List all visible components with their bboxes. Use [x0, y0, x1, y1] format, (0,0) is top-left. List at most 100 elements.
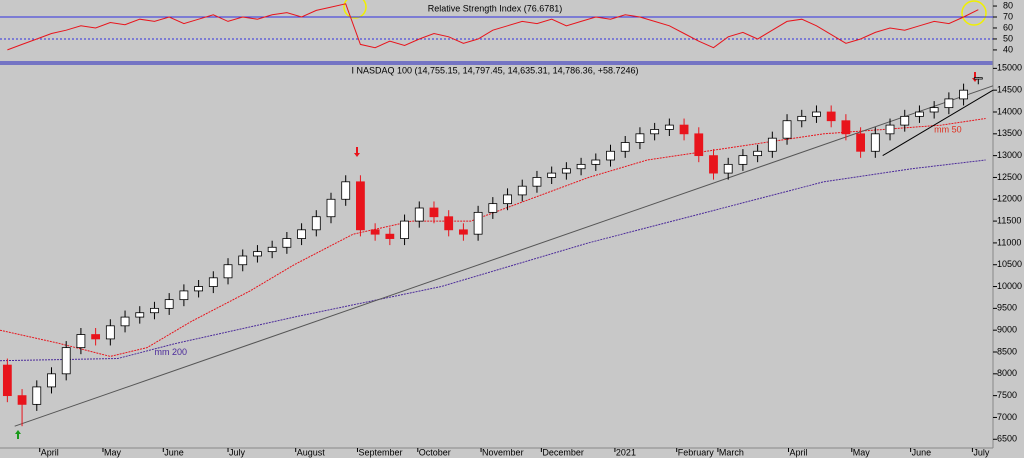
y-tick-label: 40: [1003, 44, 1013, 54]
candle-body: [973, 77, 983, 80]
candle-body: [223, 264, 233, 279]
y-tick-label: 12500: [997, 172, 1022, 182]
candle-body: [164, 299, 174, 309]
candle-body: [473, 211, 483, 235]
rsi-line: [7, 3, 979, 51]
y-tick-label: 60: [1003, 22, 1013, 32]
price-title: I NASDAQ 100 (14,755.15, 14,797.45, 14,6…: [352, 65, 639, 75]
candle-body: [620, 142, 630, 152]
y-tick-label: 10000: [997, 281, 1022, 291]
x-tick-label: February: [678, 447, 715, 457]
y-tick-label: 13000: [997, 150, 1022, 160]
candle-body: [194, 286, 204, 292]
trendline: [14, 85, 994, 427]
candle-body: [664, 124, 674, 130]
candle-body: [826, 111, 836, 122]
y-tick-label: 7000: [997, 412, 1017, 422]
candle-body: [253, 251, 262, 257]
candle-body: [782, 120, 792, 139]
candle-body: [17, 395, 27, 405]
candle-body: [694, 133, 704, 157]
y-tick-label: 11000: [997, 237, 1021, 247]
candle-body: [944, 98, 954, 109]
rsi-title: Relative Strength Index (76.6781): [428, 3, 563, 13]
candle-body: [812, 111, 821, 117]
y-tick-label: 12000: [997, 194, 1022, 204]
candle-body: [606, 150, 615, 161]
highlight-circle: [343, 0, 367, 19]
x-tick-label: September: [358, 447, 402, 457]
candle-body: [297, 229, 306, 239]
moving-average: [0, 159, 986, 362]
candle-body: [135, 312, 145, 318]
candle-body: [870, 133, 880, 152]
x-tick-label: July: [229, 447, 246, 457]
candle-body: [238, 255, 248, 266]
candle-body: [635, 133, 645, 143]
y-tick-label: 80: [1003, 0, 1013, 10]
candle-body: [856, 133, 865, 152]
y-tick-label: 6500: [997, 434, 1017, 444]
candle-body: [120, 316, 130, 327]
x-tick-label: December: [542, 447, 584, 457]
y-tick-label: 7500: [997, 390, 1017, 400]
candle-body: [797, 115, 807, 122]
y-tick-label: 13500: [997, 128, 1022, 138]
candle-body: [2, 364, 12, 397]
candle-body: [105, 325, 115, 340]
y-tick-label: 9000: [997, 325, 1017, 335]
x-tick-label: May: [853, 447, 871, 457]
annotation: mm 50: [934, 125, 962, 135]
candle-body: [650, 129, 660, 135]
x-tick-label: March: [719, 447, 744, 457]
candle-body: [929, 107, 939, 113]
candle-body: [179, 290, 189, 301]
highlight-circle: [961, 0, 987, 26]
candle-body: [517, 185, 527, 196]
x-tick-label: August: [297, 447, 326, 457]
candle-body: [959, 89, 968, 100]
annotation: mm 200: [154, 347, 187, 357]
candle-body: [400, 220, 409, 239]
candle-body: [709, 155, 718, 174]
candle-body: [723, 163, 733, 174]
candle-body: [900, 115, 910, 126]
y-tick-label: 14500: [997, 85, 1022, 95]
candle-body: [311, 216, 321, 231]
candle-body: [356, 181, 365, 231]
candle-body: [326, 198, 336, 218]
x-tick-label: April: [41, 447, 59, 457]
candle-body: [679, 124, 689, 135]
candle-body: [61, 347, 71, 375]
x-tick-label: May: [104, 447, 122, 457]
x-tick-label: July: [973, 447, 990, 457]
candle-body: [414, 207, 424, 222]
candle-body: [385, 233, 395, 239]
y-tick-label: 8500: [997, 346, 1017, 356]
y-tick-label: 14000: [997, 106, 1022, 116]
candle-body: [561, 168, 571, 174]
y-tick-label: 8000: [997, 368, 1017, 378]
candle-body: [547, 172, 557, 178]
candle-body: [885, 124, 895, 135]
x-tick-label: November: [482, 447, 524, 457]
candle-body: [208, 277, 218, 287]
candle-body: [444, 216, 454, 231]
candle-body: [458, 229, 468, 235]
x-tick-label: June: [164, 447, 184, 457]
sell-arrow: [354, 147, 360, 157]
candle-body: [76, 334, 86, 349]
candle-body: [282, 238, 292, 248]
y-tick-label: 70: [1003, 11, 1013, 21]
y-tick-label: 9500: [997, 303, 1017, 313]
candle-body: [370, 229, 380, 235]
trendline: [882, 89, 994, 157]
candle-body: [532, 177, 542, 187]
x-tick-label: October: [419, 447, 451, 457]
candle-body: [915, 111, 924, 117]
candle-body: [267, 246, 277, 253]
buy-arrow: [15, 430, 21, 439]
